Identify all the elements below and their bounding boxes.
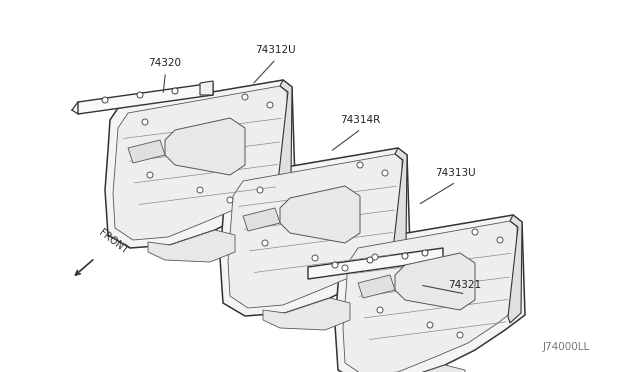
- Circle shape: [147, 172, 153, 178]
- Circle shape: [227, 197, 233, 203]
- Circle shape: [332, 262, 338, 268]
- Circle shape: [257, 187, 263, 193]
- Circle shape: [262, 240, 268, 246]
- Polygon shape: [105, 80, 295, 248]
- Text: 74321: 74321: [448, 280, 481, 290]
- Circle shape: [402, 253, 408, 259]
- Circle shape: [267, 102, 273, 108]
- Polygon shape: [395, 253, 475, 310]
- Circle shape: [197, 187, 203, 193]
- Circle shape: [312, 255, 318, 261]
- Text: 74320: 74320: [148, 58, 181, 68]
- Text: 74312U: 74312U: [255, 45, 296, 55]
- Text: J74000LL: J74000LL: [543, 342, 590, 352]
- Polygon shape: [200, 81, 213, 95]
- Polygon shape: [508, 215, 522, 323]
- Circle shape: [367, 257, 373, 263]
- Circle shape: [102, 97, 108, 103]
- Polygon shape: [113, 86, 288, 240]
- Circle shape: [472, 229, 478, 235]
- Polygon shape: [378, 365, 465, 372]
- Polygon shape: [148, 230, 235, 262]
- Polygon shape: [243, 208, 280, 231]
- Circle shape: [357, 162, 363, 168]
- Text: 74313U: 74313U: [435, 168, 476, 178]
- Polygon shape: [78, 83, 213, 114]
- Polygon shape: [358, 275, 395, 298]
- Circle shape: [422, 250, 428, 256]
- Polygon shape: [280, 186, 360, 243]
- Circle shape: [137, 92, 143, 98]
- Text: FRONT: FRONT: [97, 228, 130, 256]
- Circle shape: [242, 94, 248, 100]
- Circle shape: [372, 254, 378, 260]
- Circle shape: [382, 170, 388, 176]
- Polygon shape: [335, 215, 525, 372]
- Circle shape: [342, 265, 348, 271]
- Polygon shape: [220, 148, 410, 316]
- Text: 74314R: 74314R: [340, 115, 380, 125]
- Circle shape: [457, 332, 463, 338]
- Circle shape: [172, 88, 178, 94]
- Polygon shape: [228, 154, 403, 308]
- Polygon shape: [393, 148, 407, 256]
- Circle shape: [497, 237, 503, 243]
- Polygon shape: [263, 298, 350, 330]
- Circle shape: [377, 307, 383, 313]
- Polygon shape: [278, 80, 292, 188]
- Polygon shape: [343, 221, 518, 372]
- Circle shape: [427, 322, 433, 328]
- Polygon shape: [128, 140, 165, 163]
- Polygon shape: [165, 118, 245, 175]
- Circle shape: [142, 119, 148, 125]
- Polygon shape: [308, 248, 443, 279]
